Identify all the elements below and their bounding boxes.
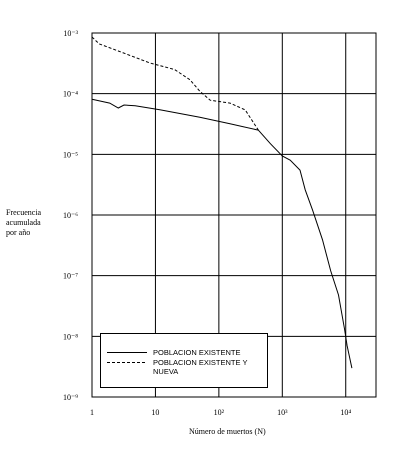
line [91, 98, 353, 369]
x-tick-label: 10³ [277, 408, 288, 417]
y-tick-label: 10⁻⁵ [63, 150, 78, 159]
x-tick-label: 10² [214, 408, 225, 417]
y-tick-label: 10⁻⁸ [63, 332, 78, 341]
y-axis-label: acumulada [6, 218, 41, 227]
x-axis-label: Número de muertos (N) [189, 427, 266, 436]
x-tick-label: 10 [151, 408, 159, 417]
x-tick-label: 1 [90, 408, 94, 417]
y-tick-label: 10⁻³ [63, 29, 78, 38]
y-tick-label: 10⁻⁹ [63, 393, 78, 402]
line [91, 36, 259, 131]
y-tick-label: 10⁻⁷ [63, 272, 78, 281]
y-tick-label: 10⁻⁶ [63, 211, 78, 220]
legend-swatch [107, 352, 147, 353]
y-axis-label: Frecuencia [6, 208, 42, 217]
legend: POBLACION EXISTENTE POBLACION EXISTENTE Y… [100, 333, 268, 388]
legend-item: POBLACION EXISTENTE [107, 348, 265, 357]
legend-label: POBLACION EXISTENTE Y NUEVA [153, 358, 248, 376]
y-axis-label: por año [6, 228, 30, 237]
legend-label: POBLACION EXISTENTE [153, 348, 241, 357]
x-tick-label: 10⁴ [340, 408, 351, 417]
legend-swatch [107, 362, 147, 363]
legend-item: POBLACION EXISTENTE Y NUEVA [107, 358, 265, 376]
y-tick-label: 10⁻⁴ [63, 90, 78, 99]
